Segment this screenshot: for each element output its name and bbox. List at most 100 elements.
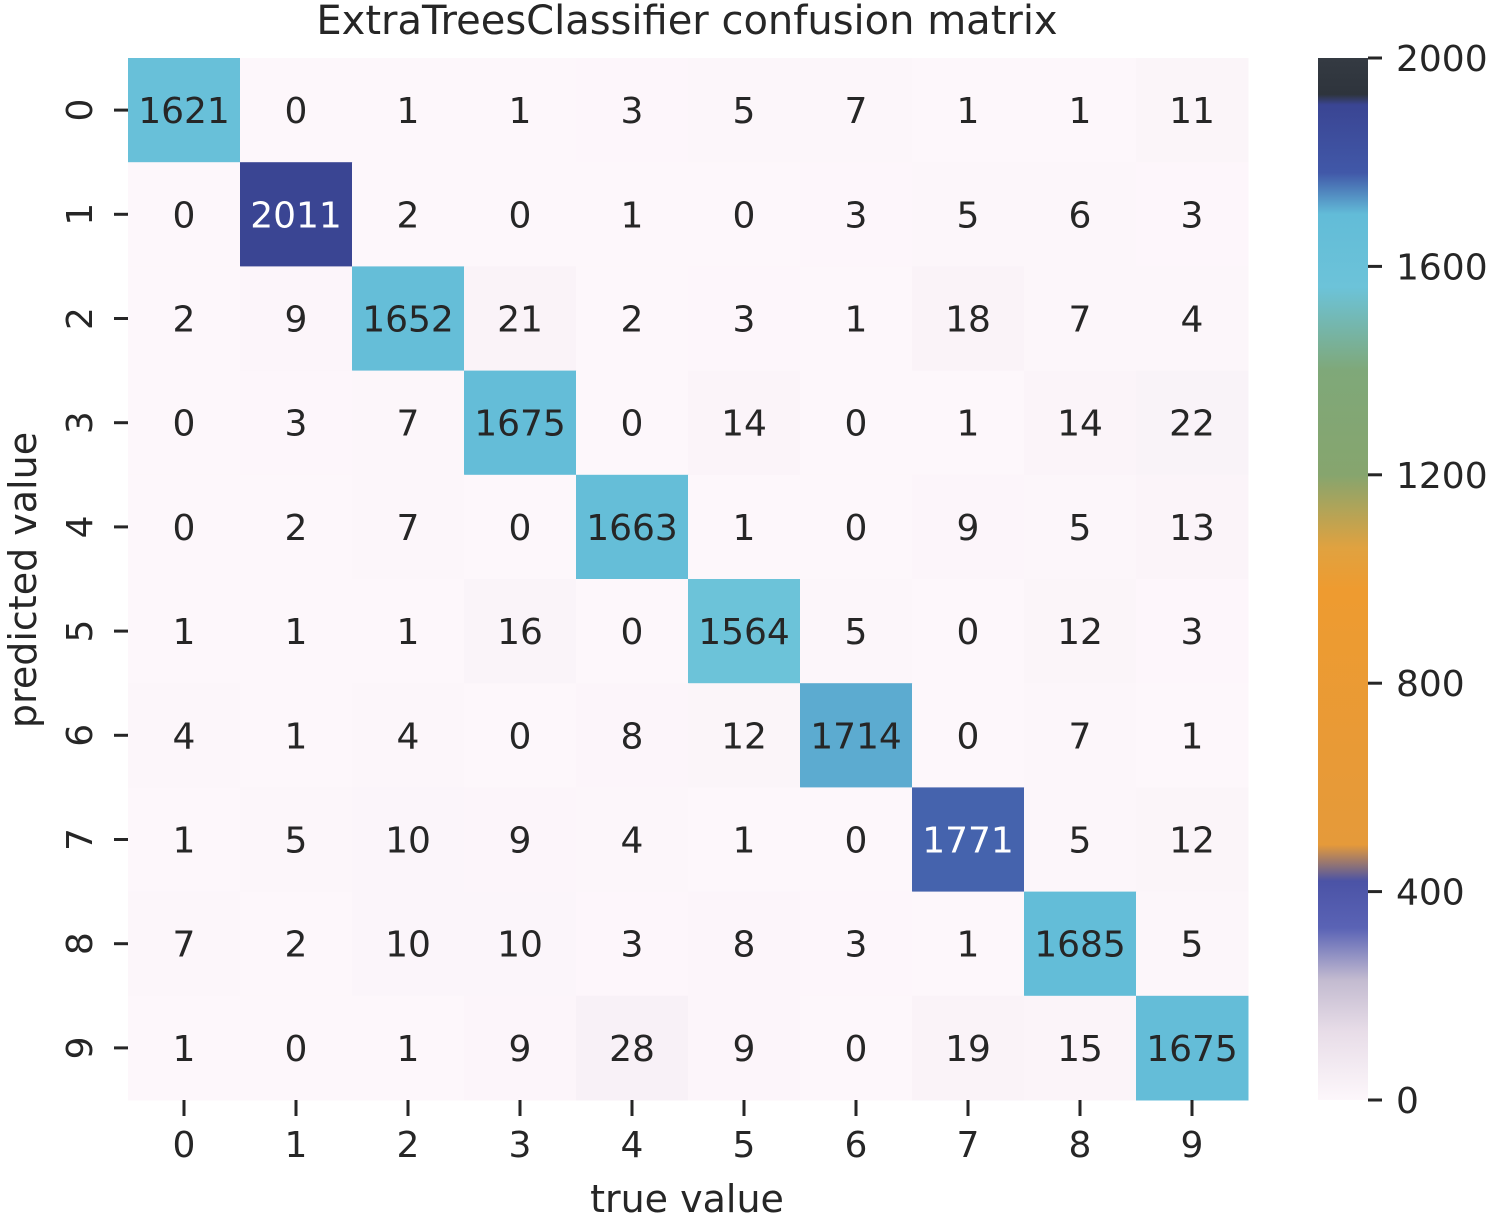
heatmap-cell [352,787,465,893]
cell-value-label: 5 [1069,508,1092,549]
cell-value-label: 3 [621,91,644,132]
x-tick-label: 2 [397,1125,420,1166]
heatmap-cell [240,266,353,372]
cell-value-label: 4 [1181,300,1204,341]
heatmap-cell [688,266,801,372]
heatmap-cell [240,891,353,997]
heatmap-cell [800,995,913,1101]
cell-value-label: 1771 [922,821,1014,862]
cell-value-label: 1 [173,1029,196,1070]
cell-value-label: 0 [621,404,644,445]
cell-value-label: 11 [1169,91,1215,132]
x-axis-ticks: 0 1 2 3 4 5 6 7 8 9 [173,1100,1203,1166]
colorbar: 0 400 800 1200 1600 2000 [1318,39,1488,1122]
cell-value-label: 1 [1181,716,1204,757]
heatmap-cell [1136,891,1249,997]
cell-value-label: 1714 [810,716,902,757]
heatmap-cell [576,995,689,1101]
heatmap-cell [1136,787,1249,893]
cell-value-label: 0 [957,612,980,653]
cell-value-label: 3 [845,195,868,236]
heatmap-cell [1024,162,1137,267]
cell-value-label: 12 [1169,821,1215,862]
cell-value-label: 19 [945,1029,991,1070]
heatmap-cell [464,474,577,580]
cell-value-label: 2 [173,300,196,341]
cell-value-label: 1 [397,612,420,653]
cell-value-label: 22 [1169,404,1215,445]
cell-value-label: 0 [173,508,196,549]
cell-value-label: 3 [1181,612,1204,653]
heatmap-cell [352,891,465,997]
heatmap-cell [128,787,241,893]
y-tick-label: 4 [60,515,101,538]
cell-value-label: 1 [733,821,756,862]
cell-value-label: 18 [945,300,991,341]
heatmap-cell [1024,266,1137,372]
cell-value-label: 3 [621,925,644,966]
heatmap-cell [1024,579,1137,684]
cell-value-label: 1 [397,91,420,132]
cell-value-label: 2 [285,508,308,549]
x-tick-label: 4 [621,1125,644,1166]
heatmap-cell [352,683,465,788]
heatmap-cell [912,474,1025,580]
heatmap-cell [240,58,353,163]
cell-value-label: 4 [397,716,420,757]
cell-value-label: 1 [509,91,532,132]
cell-value-label: 0 [509,195,532,236]
cell-value-label: 28 [609,1029,655,1070]
heatmap-cell [352,58,465,163]
colorbar-tick-label: 1200 [1396,456,1488,497]
heatmap-cell [1024,683,1137,788]
x-tick-label: 6 [845,1125,868,1166]
heatmap-cell [912,58,1025,163]
cell-value-label: 14 [1057,404,1103,445]
heatmap-cell [1136,683,1249,788]
heatmap-cell [464,683,577,788]
cell-value-label: 9 [285,300,308,341]
cell-value-label: 1 [173,821,196,862]
heatmap-cell [800,787,913,893]
cell-value-label: 13 [1169,508,1215,549]
heatmap-cell [1136,474,1249,580]
cell-value-label: 21 [497,300,543,341]
heatmap-cell [1024,891,1137,997]
cell-value-label: 5 [733,91,756,132]
heatmap-cell [912,995,1025,1101]
cell-value-label: 0 [173,195,196,236]
y-tick-label: 8 [60,932,101,955]
cell-value-label: 0 [509,716,532,757]
heatmap-cell [576,370,689,476]
cell-value-label: 14 [721,404,767,445]
heatmap-cell [240,370,353,476]
heatmap-cell [1024,58,1137,163]
heatmap-cell [464,162,577,267]
cell-value-label: 5 [1069,821,1092,862]
heatmap-cell [576,891,689,997]
heatmap-cell [912,266,1025,372]
x-tick-label: 3 [509,1125,532,1166]
heatmap-cell [688,995,801,1101]
colorbar-gradient [1318,58,1368,1100]
y-tick-label: 6 [60,724,101,747]
cell-value-label: 7 [397,404,420,445]
heatmap-cell [800,683,913,788]
heatmap-cell [464,995,577,1101]
y-tick-label: 1 [60,203,101,226]
heatmap-cell [912,370,1025,476]
heatmap-cell [688,58,801,163]
cell-value-label: 15 [1057,1029,1103,1070]
cell-value-label: 8 [733,925,756,966]
cell-value-label: 1675 [474,404,566,445]
heatmap-cell [464,266,577,372]
cell-value-label: 0 [845,821,868,862]
cell-value-label: 1 [285,612,308,653]
heatmap-cell [576,266,689,372]
x-tick-label: 7 [957,1125,980,1166]
cell-value-label: 10 [385,925,431,966]
heatmap-cell [912,891,1025,997]
heatmap-cell [688,787,801,893]
